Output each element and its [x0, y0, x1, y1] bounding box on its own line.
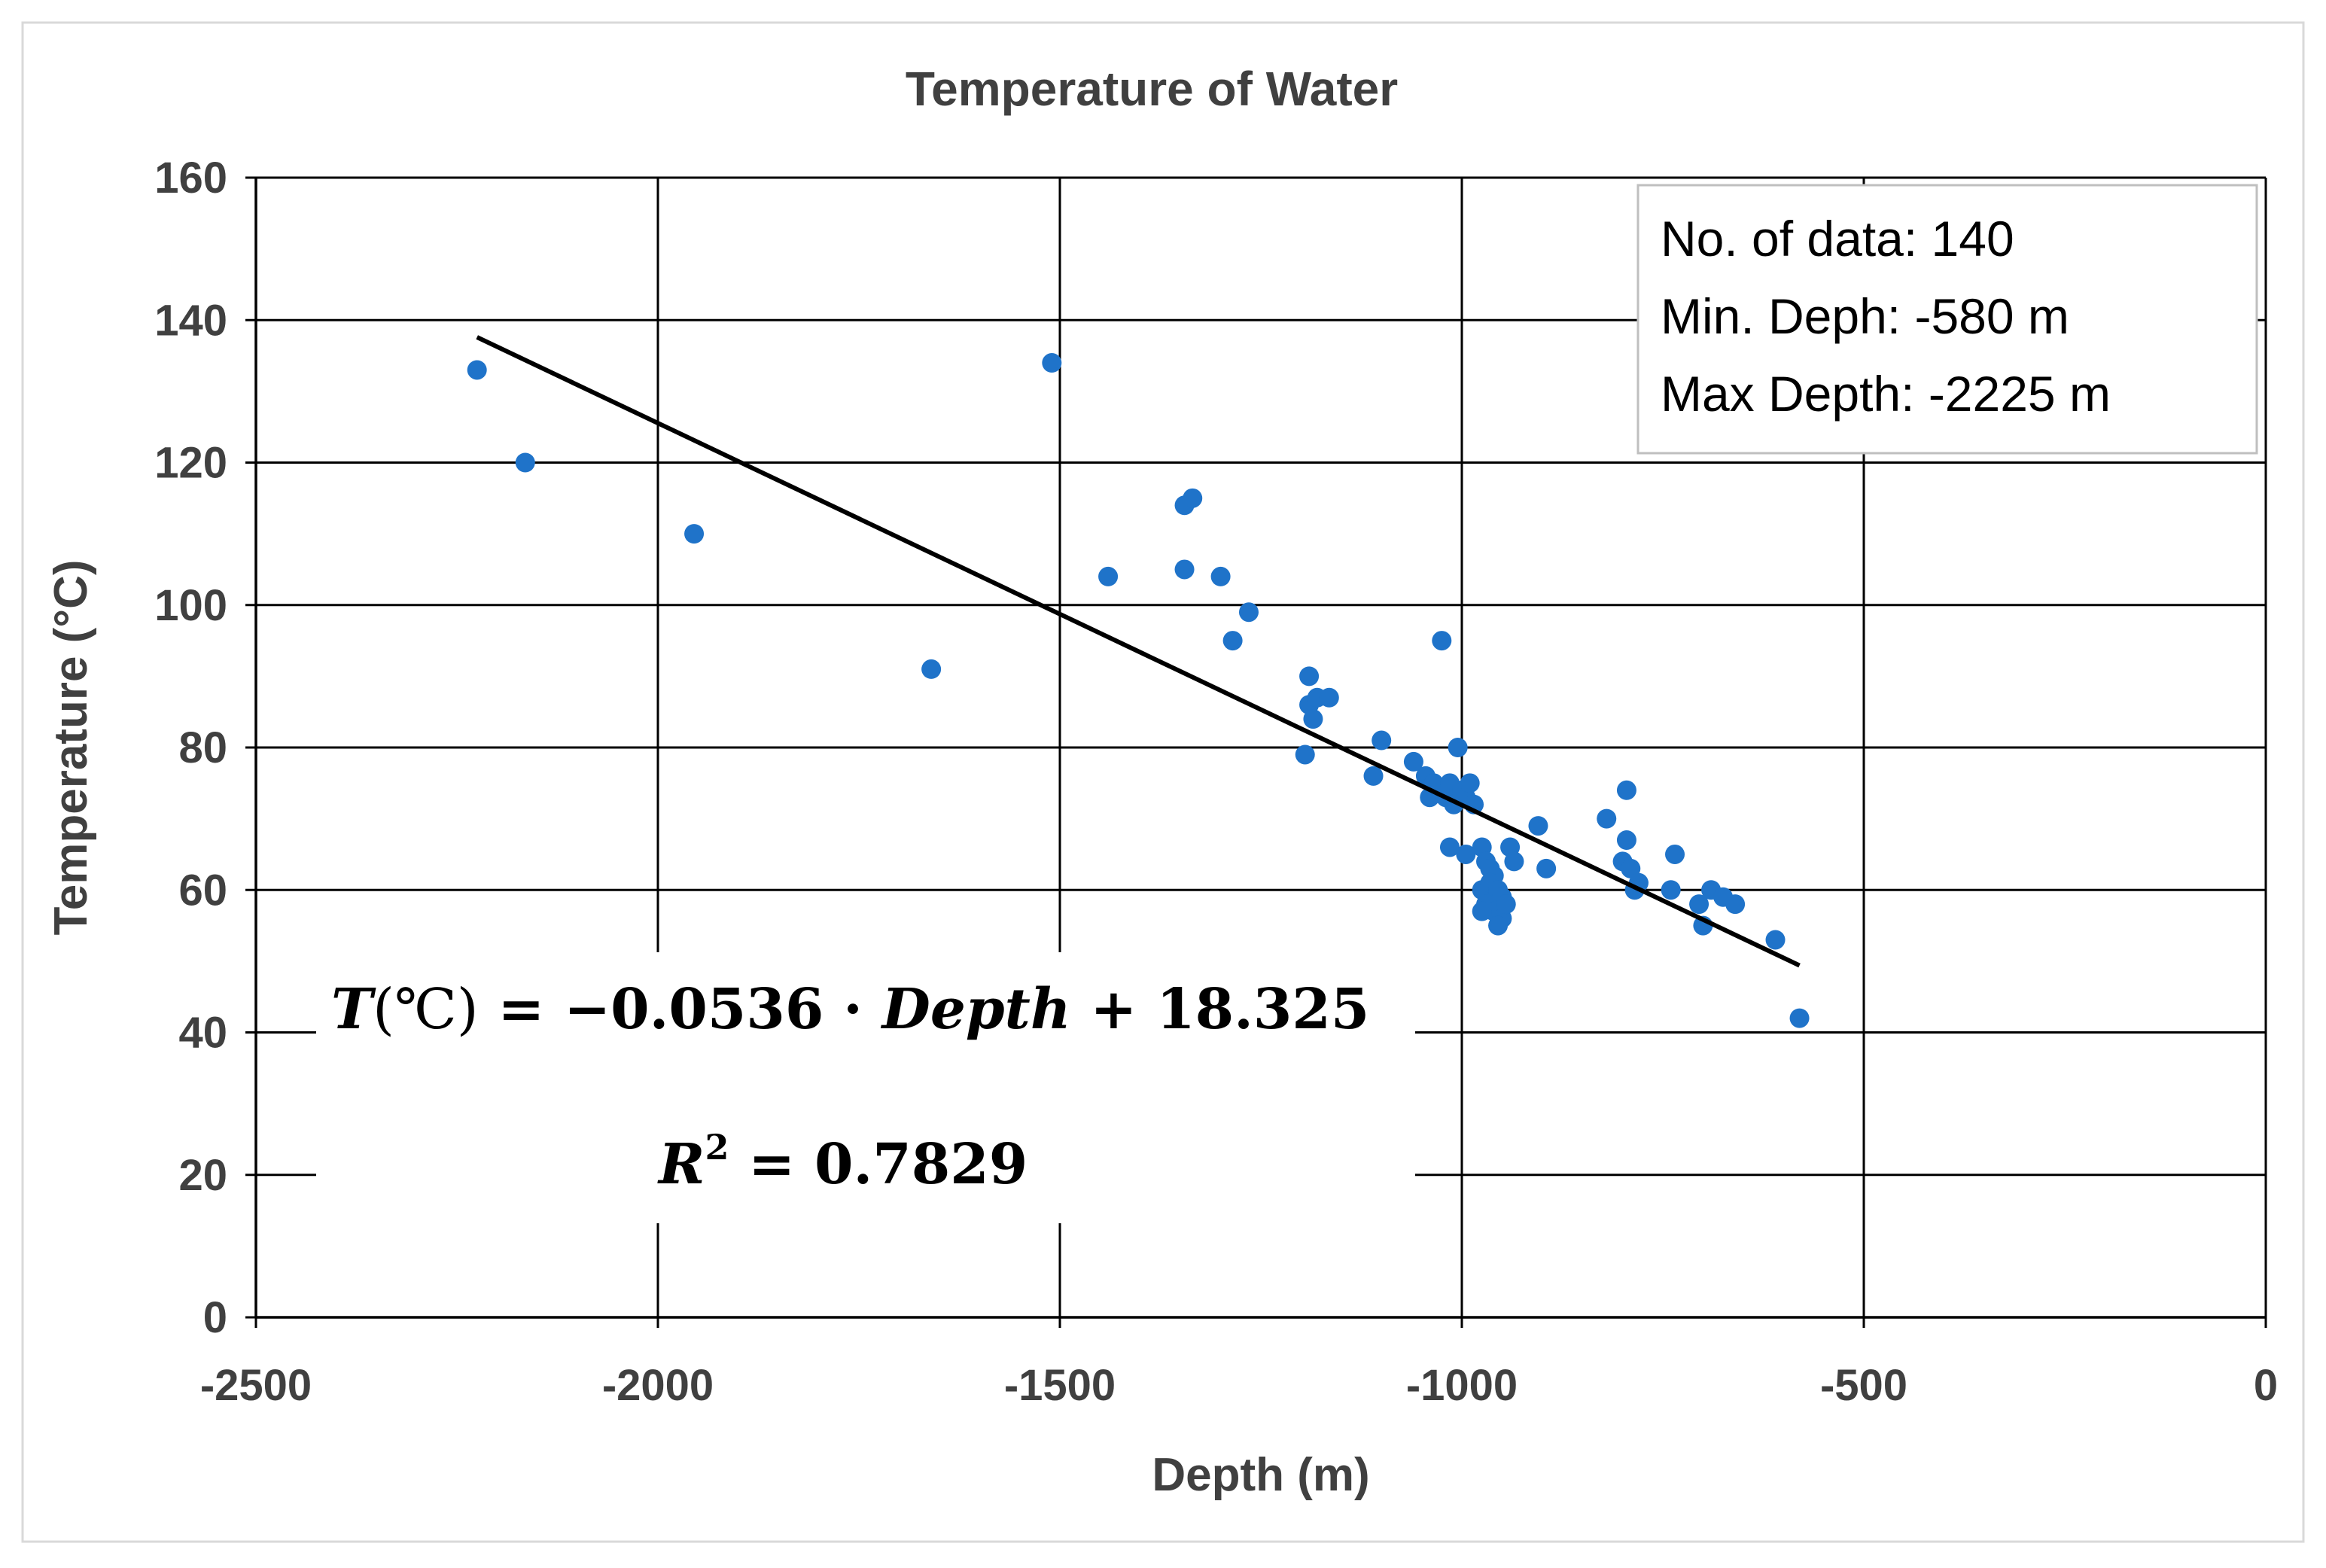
y-tick-label: 140: [154, 296, 227, 345]
r-squared: R2 = 0.7829: [657, 1127, 1028, 1197]
data-point: [1448, 738, 1468, 757]
data-point: [1319, 687, 1339, 708]
data-point: [1616, 830, 1636, 851]
data-point: [467, 360, 487, 380]
data-point: [1210, 566, 1231, 586]
data-point: [1174, 559, 1195, 580]
trendline: [476, 335, 1801, 968]
data-point: [1665, 844, 1685, 864]
x-tick-label: -2000: [602, 1361, 714, 1410]
data-point: [515, 452, 535, 473]
x-tick-label: 0: [2254, 1361, 2278, 1410]
data-point: [1504, 851, 1524, 872]
eq-equals: = −: [479, 977, 611, 1042]
r2-symbol: R: [657, 1132, 705, 1197]
eq-variable: Depth: [881, 977, 1071, 1042]
regression-equation: T(℃) = −0.0536 · Depth + 18.325: [331, 977, 1369, 1042]
data-point: [1183, 488, 1203, 508]
data-point: [684, 524, 705, 544]
data-point: [1403, 751, 1423, 772]
data-point: [1098, 566, 1119, 586]
data-point: [1372, 730, 1392, 751]
y-tick-label: 80: [178, 723, 227, 772]
data-point: [1689, 894, 1709, 915]
data-point: [1439, 837, 1460, 857]
data-point: [1472, 901, 1492, 921]
info-line-max-depth: Max Depth: -2225 m: [1661, 366, 2111, 422]
y-tick-label: 20: [178, 1151, 227, 1200]
eq-unit: (℃): [373, 977, 479, 1042]
y-tick-label: 100: [154, 581, 227, 630]
r2-value: 0.7829: [814, 1132, 1028, 1197]
data-point: [1621, 858, 1641, 878]
r2-exponent: 2: [705, 1127, 729, 1168]
data-point: [1597, 808, 1617, 829]
y-axis-title: Temperature (°C): [45, 559, 97, 935]
x-tick-label: -1000: [1406, 1361, 1518, 1410]
data-point: [1456, 844, 1476, 864]
eq-lhs: T: [331, 977, 376, 1042]
data-point: [1363, 766, 1384, 786]
info-line-count: No. of data: 140: [1661, 211, 2014, 266]
data-point: [1432, 631, 1452, 651]
y-tick-labels: 0 20 40 60 80 100 120 140 160: [154, 154, 227, 1342]
data-point: [1222, 631, 1243, 651]
data-point: [1616, 780, 1636, 800]
data-point: [1725, 894, 1746, 915]
eq-dot: ·: [824, 977, 881, 1042]
info-box: [1636, 184, 2258, 455]
eq-slope: 0.0536: [610, 977, 824, 1042]
data-point: [1238, 602, 1259, 623]
data-point: [1496, 894, 1516, 915]
data-point: [1528, 816, 1548, 836]
data-point: [1295, 744, 1315, 765]
data-point: [1488, 915, 1509, 936]
x-tick-labels: -2500 -2000 -1500 -1000 -500 0: [200, 1361, 2278, 1410]
chart-title: Temperature of Water: [906, 62, 1398, 116]
y-tick-label: 120: [154, 439, 227, 488]
data-point: [1789, 1008, 1810, 1028]
data-point: [1460, 773, 1480, 793]
info-annotation: No. of data: 140 Min. Deph: -580 m Max D…: [1636, 184, 2258, 455]
data-point: [1042, 353, 1062, 373]
equation-background: [316, 952, 1415, 1223]
eq-plus: +: [1071, 977, 1157, 1042]
data-point: [1299, 666, 1320, 687]
x-tick-label: -2500: [200, 1361, 312, 1410]
data-point: [1661, 880, 1681, 900]
data-point: [1303, 709, 1323, 729]
equation-annotation: T(℃) = −0.0536 · Depth + 18.325 R2 = 0.7…: [316, 952, 1415, 1223]
x-axis-title: Depth (m): [1152, 1449, 1369, 1501]
data-points: [467, 353, 1810, 1028]
info-line-min-depth: Min. Deph: -580 m: [1661, 288, 2069, 344]
x-tick-label: -1500: [1004, 1361, 1116, 1410]
data-point: [1765, 930, 1786, 950]
r2-equals: =: [729, 1132, 815, 1197]
y-tick-label: 40: [178, 1009, 227, 1058]
x-tick-label: -500: [1820, 1361, 1907, 1410]
data-point: [921, 659, 942, 679]
eq-intercept: 18.325: [1156, 977, 1369, 1042]
y-tick-label: 160: [154, 154, 227, 202]
data-point: [1536, 858, 1557, 878]
y-tick-label: 60: [178, 866, 227, 915]
y-tick-label: 0: [203, 1293, 227, 1342]
